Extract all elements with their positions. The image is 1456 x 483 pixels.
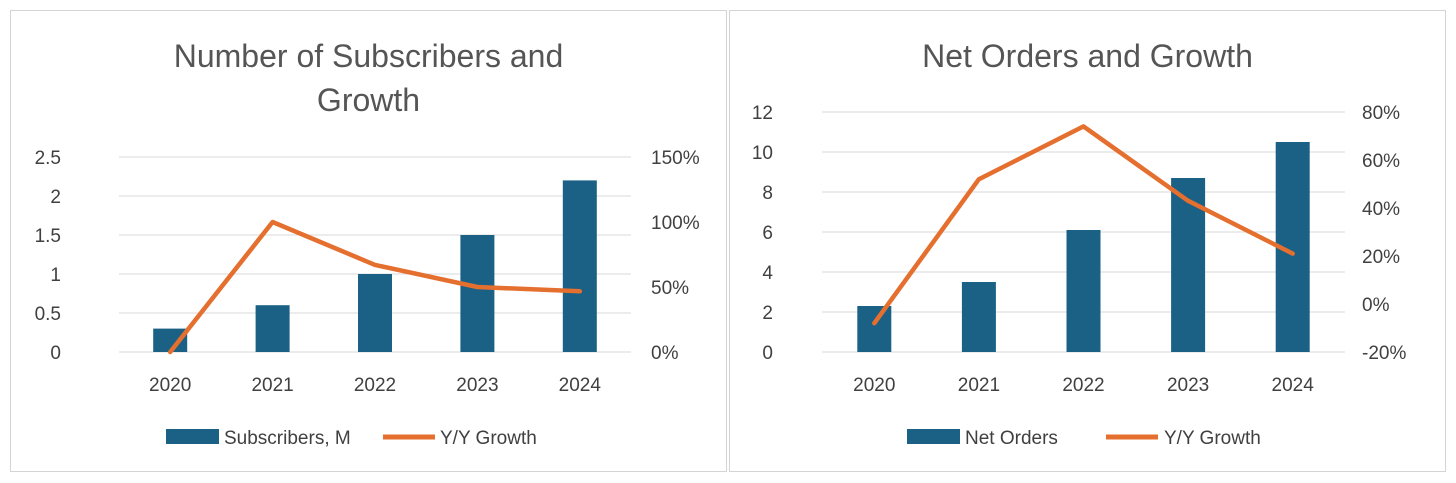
y-right-tick-label: 50% — [651, 278, 689, 299]
bar-2023 — [1171, 178, 1206, 352]
y-right-tick-label: 100% — [651, 213, 700, 234]
y-left-tick-label: 6 — [762, 223, 773, 244]
y-left-tick-label: 0 — [50, 343, 61, 364]
y-left-tick-label: 0 — [762, 343, 773, 364]
legend-bar-label: Net Orders — [965, 428, 1058, 449]
x-tick-label: 2020 — [149, 375, 191, 396]
chart-title-line: Net Orders and Growth — [922, 38, 1253, 74]
y-right-tick-label: 80% — [1362, 103, 1400, 124]
y-left-tick-label: 10 — [752, 143, 773, 164]
y-left-tick-label: 8 — [762, 183, 773, 204]
bar-2021 — [255, 305, 290, 352]
y-right-tick-label: 0% — [651, 343, 679, 364]
x-tick-label: 2022 — [1062, 375, 1104, 396]
legend-bar-swatch — [907, 429, 960, 444]
legend-bar-label: Subscribers, M — [224, 428, 351, 449]
x-tick-label: 2024 — [1272, 375, 1315, 396]
bar-2022 — [358, 274, 392, 352]
y-left-tick-label: 1.5 — [35, 226, 61, 247]
x-tick-label: 2023 — [456, 375, 498, 396]
chart-subscribers: Number of Subscribers and Growth 0 0.5 1 1.5 2… — [35, 38, 700, 449]
y-right-tick-label: 150% — [651, 148, 700, 169]
y-left-tick-label: 12 — [752, 103, 773, 124]
y-right-tick-label: 20% — [1362, 247, 1400, 268]
x-tick-label: 2020 — [853, 375, 895, 396]
legend-line-label: Y/Y Growth — [440, 428, 537, 449]
x-tick-label: 2021 — [958, 375, 1000, 396]
y-left-tick-label: 4 — [762, 263, 773, 284]
bar-2021 — [961, 282, 996, 352]
chart-net-orders: Net Orders and Growth 0 2 4 6 8 10 12 -20% 0% 20% 4… — [752, 38, 1407, 449]
y-left-tick-label: 2 — [50, 187, 61, 208]
bar-2020 — [857, 306, 892, 352]
y-left-tick-label: 2.5 — [35, 148, 61, 169]
y-left-tick-label: 1 — [50, 265, 61, 286]
legend-bar-swatch — [166, 429, 219, 444]
bar-2024 — [562, 180, 597, 352]
legend-line-label: Y/Y Growth — [1164, 428, 1261, 449]
bar-2022 — [1066, 230, 1101, 352]
y-right-tick-label: 0% — [1362, 295, 1390, 316]
chart-subscribers-panel: Number of Subscribers and Growth 0 0.5 1 1.5 2… — [10, 10, 727, 472]
bar-2020 — [153, 328, 188, 352]
chart-title-line: Number of Subscribers and — [174, 38, 564, 74]
y-right-tick-label: 60% — [1362, 151, 1400, 172]
x-tick-label: 2022 — [354, 375, 396, 396]
y-left-tick-label: 2 — [762, 303, 773, 324]
y-right-tick-label: -20% — [1362, 343, 1406, 364]
y-left-tick-label: 0.5 — [35, 304, 61, 325]
x-tick-label: 2024 — [559, 375, 602, 396]
bar-2023 — [460, 235, 495, 352]
x-tick-label: 2023 — [1167, 375, 1209, 396]
x-tick-label: 2021 — [251, 375, 293, 396]
chart-net-orders-panel: Net Orders and Growth 0 2 4 6 8 10 12 -20% 0% 20% 4… — [729, 10, 1446, 472]
chart-title-line: Growth — [317, 82, 420, 118]
y-right-tick-label: 40% — [1362, 199, 1400, 220]
